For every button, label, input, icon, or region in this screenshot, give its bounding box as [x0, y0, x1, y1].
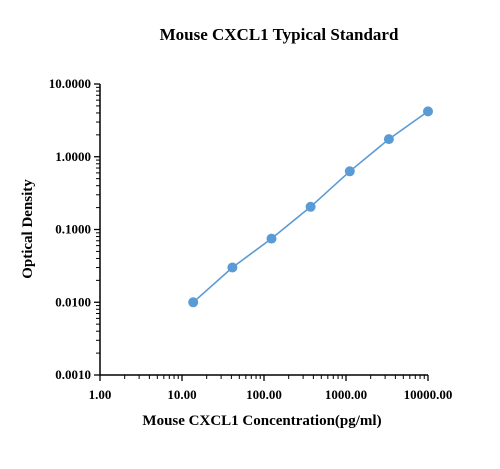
data-point — [305, 201, 316, 212]
data-point — [227, 262, 238, 273]
x-axis-title: Mouse CXCL1 Concentration(pg/ml) — [142, 413, 381, 429]
chart-title: Mouse CXCL1 Typical Standard — [160, 25, 399, 44]
series — [188, 106, 433, 308]
y-tick-label: 1.0000 — [55, 149, 91, 164]
y-axis-title: Optical Density — [20, 179, 36, 279]
x-tick-label: 100.00 — [246, 387, 282, 402]
data-point — [344, 166, 355, 177]
x-tick-label: 1.00 — [89, 387, 112, 402]
y-tick-label: 10.0000 — [49, 76, 91, 91]
data-point — [188, 297, 199, 308]
x-tick-label: 10.00 — [167, 387, 196, 402]
x-tick-label: 10000.00 — [404, 387, 453, 402]
data-point — [383, 134, 394, 145]
x-tick-label: 1000.00 — [325, 387, 367, 402]
axes — [99, 84, 428, 376]
y-tick-label: 0.0100 — [55, 294, 91, 309]
ticks: 1.00 10.00 100.00 1000.00 10000.00 0.0010 0.01… — [49, 76, 453, 402]
y-tick-label: 0.0010 — [55, 367, 91, 382]
data-point — [266, 233, 277, 244]
y-tick-label: 0.1000 — [55, 222, 91, 237]
data-point — [423, 106, 433, 117]
